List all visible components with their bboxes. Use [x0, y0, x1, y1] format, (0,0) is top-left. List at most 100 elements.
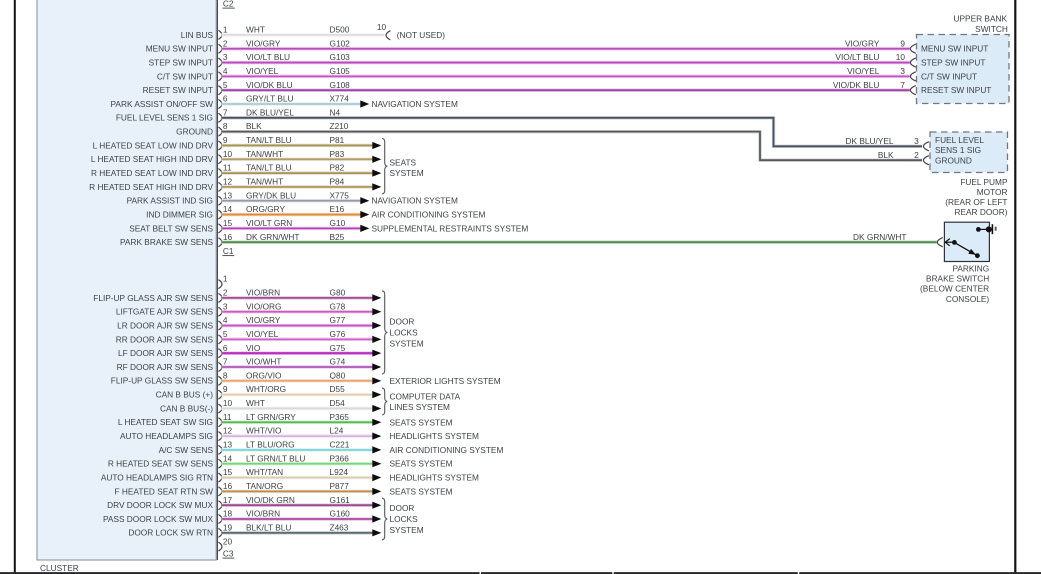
svg-text:9: 9 [223, 135, 228, 145]
svg-text:G75: G75 [330, 343, 346, 353]
svg-text:LT GRN/LT BLU: LT GRN/LT BLU [246, 453, 305, 463]
svg-text:G102: G102 [330, 38, 351, 48]
svg-text:ORG/GRY: ORG/GRY [246, 204, 285, 214]
svg-text:NAVIGATION SYSTEM: NAVIGATION SYSTEM [372, 99, 458, 109]
svg-text:SYSTEM: SYSTEM [390, 168, 424, 178]
svg-text:TAN/LT BLU: TAN/LT BLU [246, 163, 292, 173]
svg-text:LF DOOR AJR SW SENS: LF DOOR AJR SW SENS [118, 348, 213, 358]
svg-text:VIO/LT GRN: VIO/LT GRN [246, 218, 292, 228]
svg-text:G103: G103 [330, 52, 351, 62]
svg-text:IND DIMMER SIG: IND DIMMER SIG [146, 210, 213, 220]
svg-text:VIO/LT BLU: VIO/LT BLU [246, 52, 290, 62]
svg-text:LOCKS: LOCKS [390, 514, 419, 524]
svg-text:3: 3 [223, 301, 228, 311]
svg-text:VIO/GRY: VIO/GRY [246, 315, 281, 325]
svg-text:1: 1 [223, 274, 228, 284]
svg-text:FUEL LEVEL: FUEL LEVEL [935, 135, 984, 145]
svg-text:SEATS: SEATS [390, 157, 417, 167]
svg-text:GRY/LT BLU: GRY/LT BLU [246, 94, 294, 104]
svg-text:13: 13 [223, 190, 233, 200]
svg-text:G77: G77 [330, 315, 346, 325]
svg-text:VIO/BRN: VIO/BRN [246, 288, 280, 298]
svg-text:SEATS SYSTEM: SEATS SYSTEM [390, 417, 453, 427]
svg-text:COMPUTER DATA: COMPUTER DATA [390, 391, 461, 401]
svg-text:P877: P877 [330, 481, 350, 491]
svg-text:MOTOR: MOTOR [977, 187, 1008, 197]
svg-text:GROUND: GROUND [176, 127, 213, 137]
svg-text:19: 19 [223, 522, 233, 532]
svg-text:LINES SYSTEM: LINES SYSTEM [390, 402, 450, 412]
svg-text:VIO/DK GRN: VIO/DK GRN [246, 495, 295, 505]
svg-text:MENU SW INPUT: MENU SW INPUT [921, 44, 988, 54]
svg-text:SEATS SYSTEM: SEATS SYSTEM [390, 459, 453, 469]
svg-text:DK GRN/WHT: DK GRN/WHT [853, 232, 906, 242]
svg-text:15: 15 [223, 467, 233, 477]
svg-text:WHT/VIO: WHT/VIO [246, 426, 282, 436]
svg-text:C/T SW INPUT: C/T SW INPUT [921, 71, 977, 81]
svg-text:10: 10 [223, 398, 233, 408]
svg-text:WHT: WHT [246, 25, 265, 35]
svg-text:A/C SW SENS: A/C SW SENS [159, 445, 214, 455]
svg-text:SENS 1 SIG: SENS 1 SIG [935, 145, 981, 155]
svg-text:E16: E16 [330, 204, 345, 214]
svg-text:G80: G80 [330, 288, 346, 298]
svg-text:SUPPLEMENTAL RESTRAINTS SYSTEM: SUPPLEMENTAL RESTRAINTS SYSTEM [372, 223, 529, 233]
svg-text:15: 15 [223, 218, 233, 228]
svg-text:16: 16 [223, 232, 233, 242]
svg-text:B25: B25 [330, 232, 345, 242]
svg-text:BLK: BLK [246, 121, 262, 131]
svg-text:P365: P365 [330, 412, 350, 422]
svg-text:L HEATED SEAT LOW IND DRV: L HEATED SEAT LOW IND DRV [93, 140, 214, 150]
svg-text:LT BLU/ORG: LT BLU/ORG [246, 440, 295, 450]
svg-text:16: 16 [223, 481, 233, 491]
svg-text:3: 3 [900, 66, 905, 76]
svg-text:17: 17 [223, 495, 233, 505]
svg-text:CLUSTER: CLUSTER [40, 563, 79, 573]
svg-text:4: 4 [223, 315, 228, 325]
svg-text:FUEL PUMP: FUEL PUMP [960, 177, 1008, 187]
svg-text:TAN/ORG: TAN/ORG [246, 481, 283, 491]
svg-text:10: 10 [377, 22, 387, 32]
svg-text:AIR CONDITIONING SYSTEM: AIR CONDITIONING SYSTEM [390, 445, 504, 455]
svg-text:(REAR OF LEFT: (REAR OF LEFT [945, 197, 1007, 207]
svg-text:FUEL LEVEL SENS 1 SIG: FUEL LEVEL SENS 1 SIG [116, 113, 213, 123]
svg-text:L HEATED SEAT SW SIG: L HEATED SEAT SW SIG [118, 417, 213, 427]
svg-text:Q80: Q80 [330, 370, 346, 380]
svg-text:WHT/ORG: WHT/ORG [246, 384, 286, 394]
svg-text:R HEATED SEAT SW SENS: R HEATED SEAT SW SENS [108, 459, 214, 469]
svg-text:DOOR: DOOR [390, 316, 415, 326]
svg-text:DK BLU/YEL: DK BLU/YEL [846, 136, 894, 146]
svg-text:R HEATED SEAT HIGH IND DRV: R HEATED SEAT HIGH IND DRV [89, 182, 213, 192]
svg-text:20: 20 [223, 536, 233, 546]
svg-text:P81: P81 [330, 135, 345, 145]
svg-text:SYSTEM: SYSTEM [390, 525, 424, 535]
svg-text:18: 18 [223, 509, 233, 519]
svg-text:ORG/VIO: ORG/VIO [246, 370, 282, 380]
svg-text:2: 2 [914, 150, 919, 160]
svg-text:12: 12 [223, 177, 233, 187]
svg-text:P83: P83 [330, 149, 345, 159]
svg-text:C2: C2 [223, 0, 234, 9]
svg-text:14: 14 [223, 453, 233, 463]
svg-text:P366: P366 [330, 453, 350, 463]
svg-text:PARK BRAKE SW SENS: PARK BRAKE SW SENS [120, 237, 213, 247]
svg-text:G74: G74 [330, 357, 346, 367]
svg-text:RESET SW INPUT: RESET SW INPUT [143, 85, 213, 95]
svg-text:CAN B BUS(-): CAN B BUS(-) [160, 403, 213, 413]
svg-text:WHT: WHT [246, 398, 265, 408]
svg-text:VIO/DK BLU: VIO/DK BLU [833, 80, 880, 90]
svg-text:WHT/TAN: WHT/TAN [246, 467, 283, 477]
svg-text:GROUND: GROUND [935, 155, 972, 165]
svg-text:5: 5 [223, 329, 228, 339]
svg-text:8: 8 [223, 370, 228, 380]
svg-text:RF DOOR AJR SW SENS: RF DOOR AJR SW SENS [117, 362, 214, 372]
svg-text:GRY/DK BLU: GRY/DK BLU [246, 190, 296, 200]
svg-text:PARKING: PARKING [952, 264, 989, 274]
svg-text:VIO/BRN: VIO/BRN [246, 509, 280, 519]
svg-text:N4: N4 [330, 107, 341, 117]
svg-text:CAN B BUS (+): CAN B BUS (+) [156, 390, 214, 400]
svg-text:VIO/GRY: VIO/GRY [845, 38, 880, 48]
svg-text:9: 9 [223, 384, 228, 394]
svg-text:FLIP-UP GLASS SW SENS: FLIP-UP GLASS SW SENS [111, 376, 214, 386]
svg-text:BLK/LT BLU: BLK/LT BLU [246, 522, 291, 532]
